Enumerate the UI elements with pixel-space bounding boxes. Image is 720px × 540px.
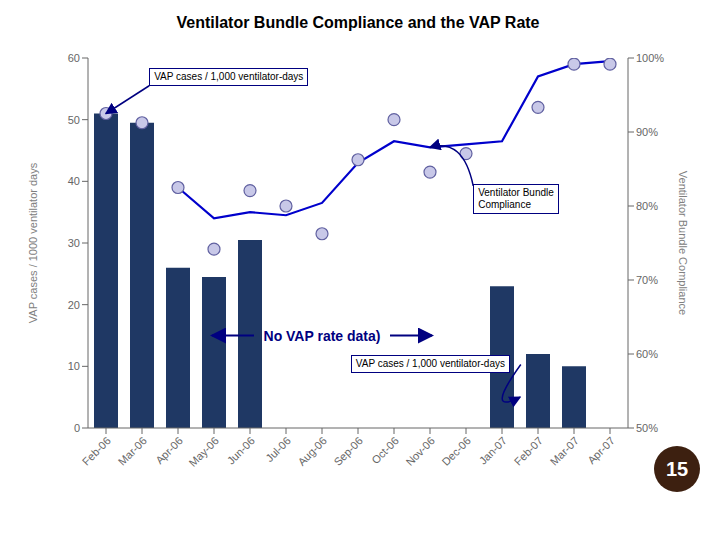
svg-text:VAP cases / 1000 ventilator da: VAP cases / 1000 ventilator days bbox=[27, 162, 39, 323]
svg-text:Ventilator Bundle Compliance: Ventilator Bundle Compliance bbox=[677, 171, 689, 315]
svg-text:Jun-06: Jun-06 bbox=[225, 434, 257, 466]
svg-text:60: 60 bbox=[68, 52, 80, 64]
svg-text:Aug-06: Aug-06 bbox=[295, 434, 329, 468]
svg-text:40: 40 bbox=[68, 175, 80, 187]
svg-text:Jul-06: Jul-06 bbox=[263, 434, 293, 464]
svg-text:50%: 50% bbox=[636, 422, 658, 434]
svg-text:Mar-07: Mar-07 bbox=[548, 434, 581, 467]
html-text:Ventilator Bundle Compliance a: Ventilator Bundle Compliance and the VAP… bbox=[176, 14, 540, 31]
svg-text:90%: 90% bbox=[636, 126, 658, 138]
html-text:No VAP rate data): No VAP rate data) bbox=[263, 327, 381, 344]
svg-text:Oct-06: Oct-06 bbox=[369, 434, 401, 466]
svg-text:Apr-07: Apr-07 bbox=[585, 434, 617, 466]
svg-text:Feb-07: Feb-07 bbox=[512, 434, 545, 467]
svg-text:20: 20 bbox=[68, 299, 80, 311]
svg-text:0: 0 bbox=[74, 422, 80, 434]
html-text:VAP cases / 1,000 ventilator-d: VAP cases / 1,000 ventilator-days bbox=[154, 70, 304, 82]
svg-text:Jan-07: Jan-07 bbox=[477, 434, 509, 466]
svg-text:70%: 70% bbox=[636, 274, 658, 286]
svg-text:Apr-06: Apr-06 bbox=[153, 434, 185, 466]
svg-text:30: 30 bbox=[68, 237, 80, 249]
html-text:15: 15 bbox=[665, 457, 689, 480]
svg-text:Dec-06: Dec-06 bbox=[439, 434, 473, 468]
svg-text:100%: 100% bbox=[636, 52, 664, 64]
html-text:Ventilator Bundle Compliance: Ventilator Bundle Compliance bbox=[478, 186, 554, 210]
svg-text:Nov-06: Nov-06 bbox=[403, 434, 437, 468]
html-text:VAP cases / 1,000 ventilator-d: VAP cases / 1,000 ventilator-days bbox=[355, 357, 505, 369]
svg-text:Feb-06: Feb-06 bbox=[80, 434, 113, 467]
svg-text:10: 10 bbox=[68, 360, 80, 372]
svg-text:50: 50 bbox=[68, 114, 80, 126]
svg-text:Mar-06: Mar-06 bbox=[116, 434, 149, 467]
svg-text:Sep-06: Sep-06 bbox=[331, 434, 365, 468]
svg-text:60%: 60% bbox=[636, 348, 658, 360]
svg-text:May-06: May-06 bbox=[187, 434, 221, 468]
svg-text:80%: 80% bbox=[636, 200, 658, 212]
